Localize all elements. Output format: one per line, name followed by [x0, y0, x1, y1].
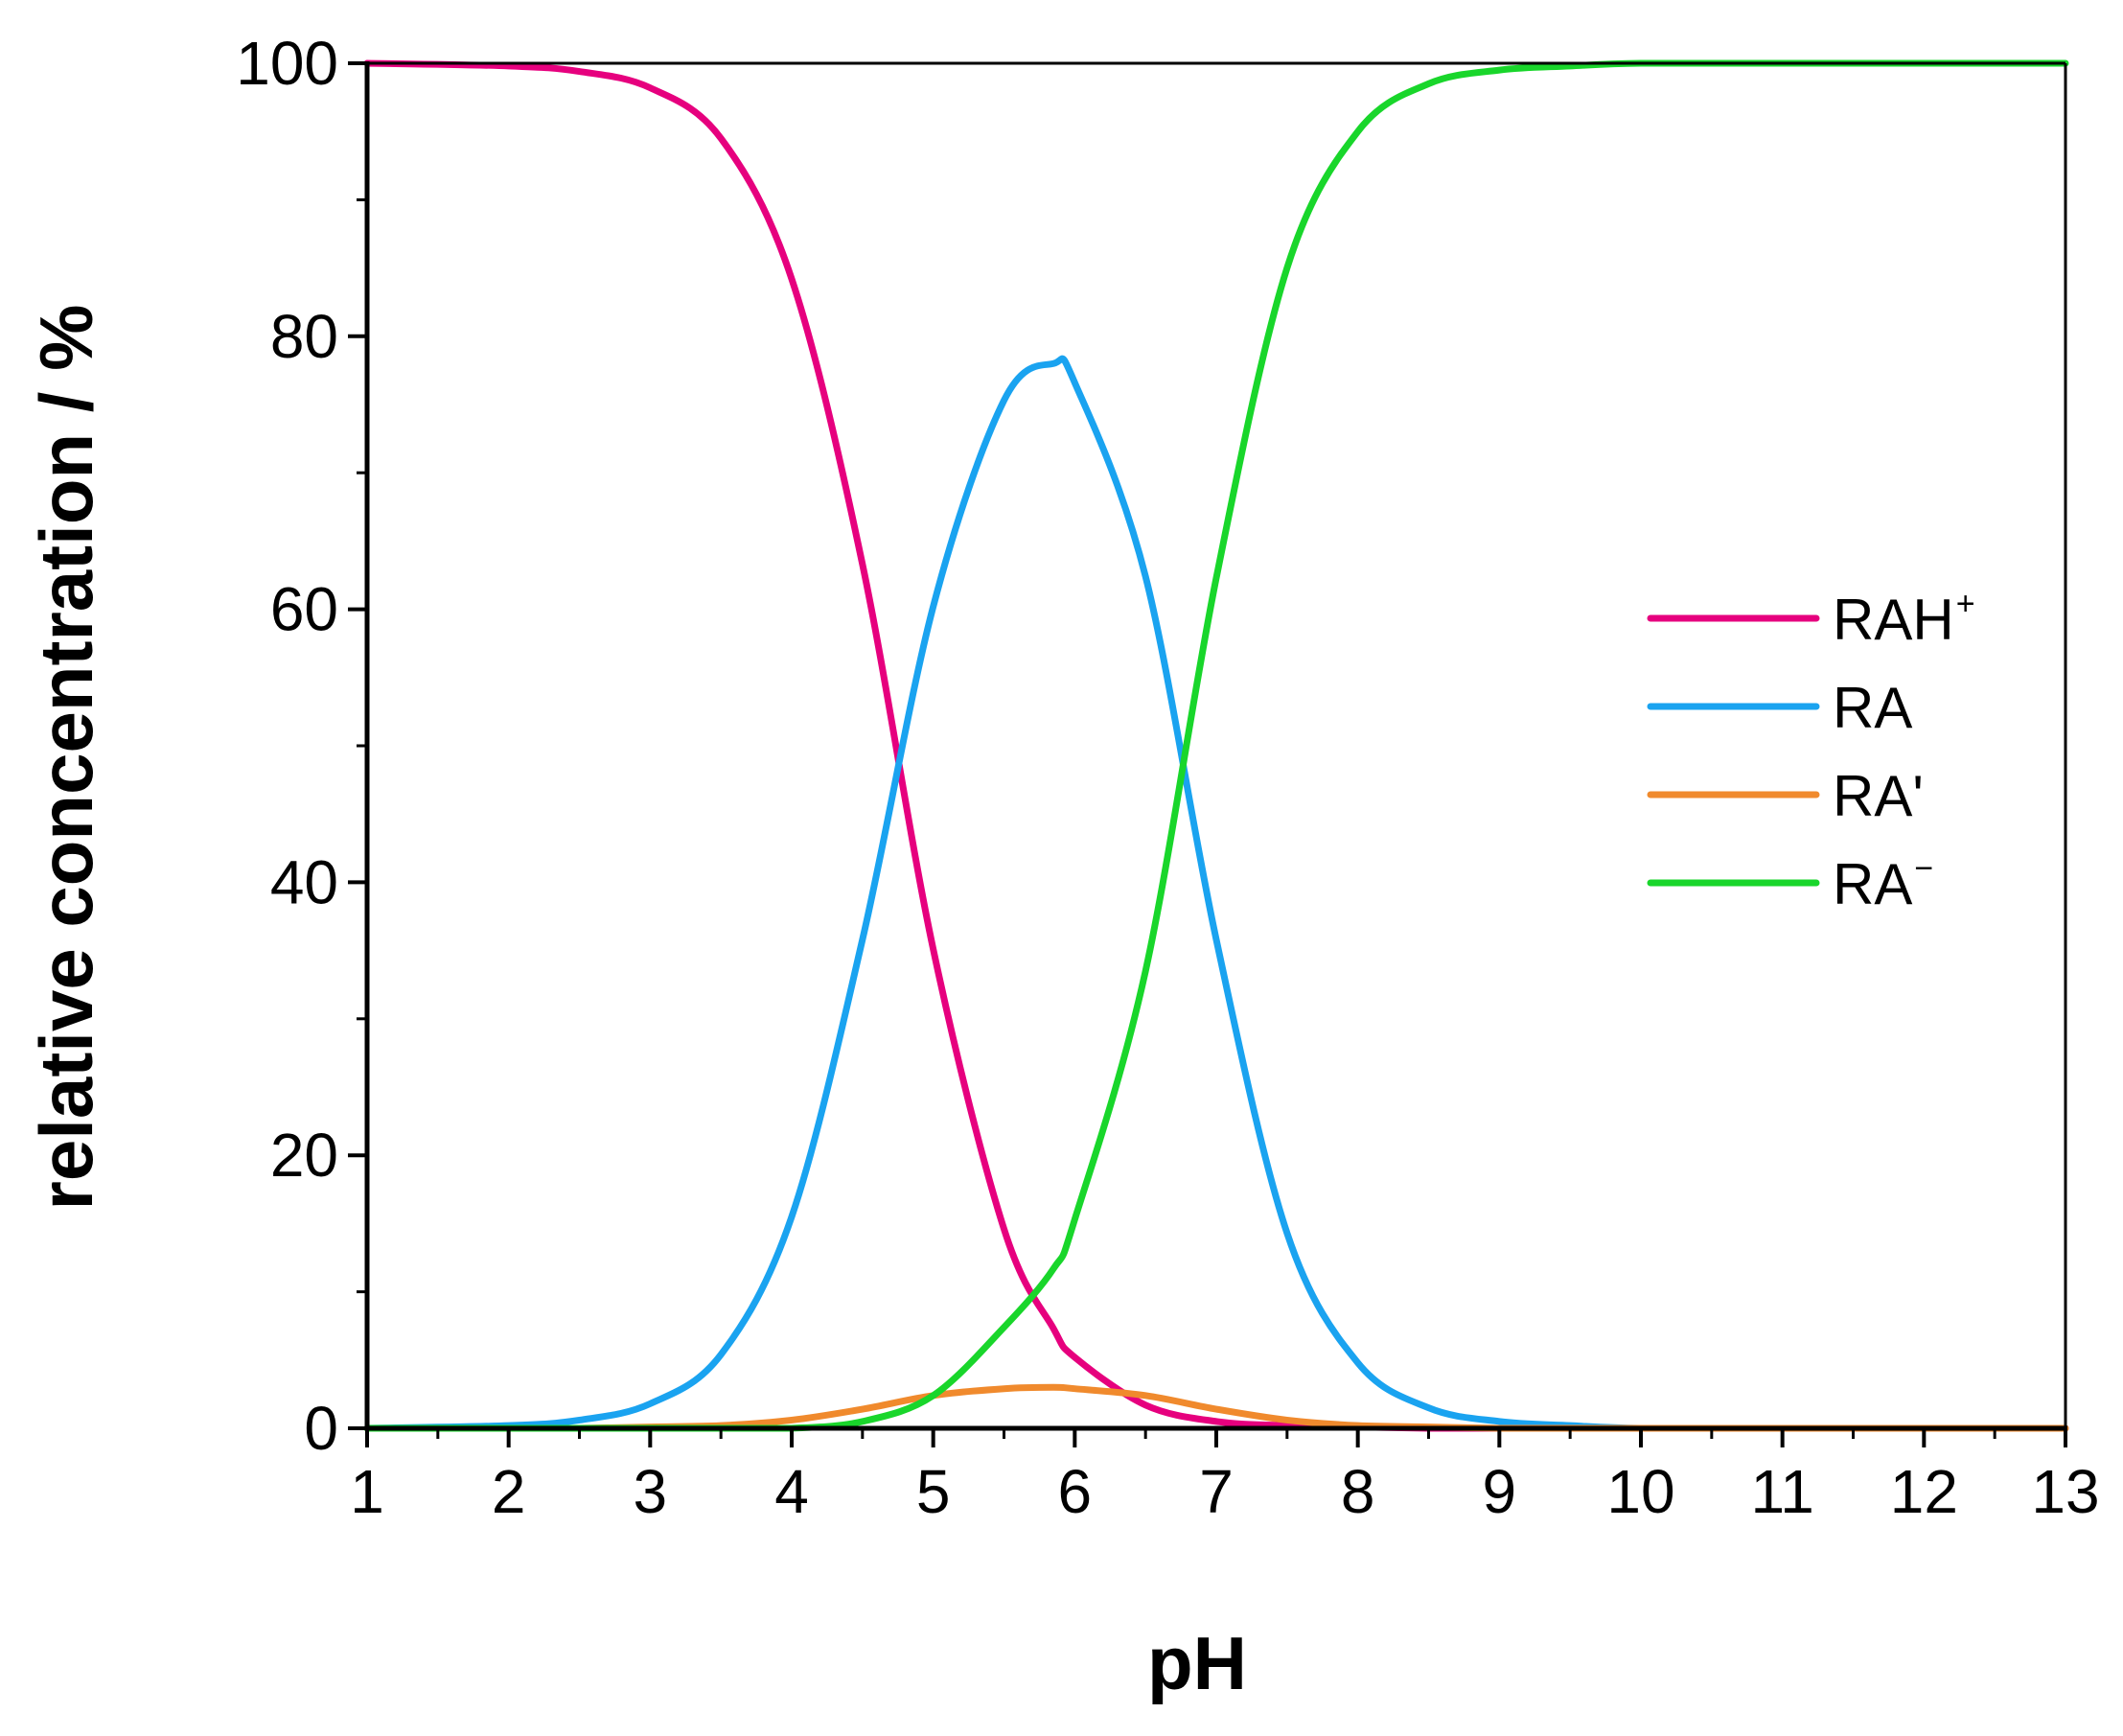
y-axis-title: relative concentration / %	[24, 305, 108, 1211]
legend-label-4: RA−	[1833, 850, 1933, 916]
x-tick-label: 4	[774, 1457, 809, 1526]
x-tick-label: 3	[634, 1457, 668, 1526]
x-tick-label: 13	[2031, 1457, 2099, 1526]
x-tick-label: 1	[350, 1457, 384, 1526]
y-tick-label: 100	[236, 29, 338, 98]
x-tick-label: 10	[1606, 1457, 1674, 1526]
x-tick-label: 2	[492, 1457, 526, 1526]
series-line-4	[363, 59, 2069, 1432]
series-line-2	[363, 355, 2069, 1432]
x-tick-label: 6	[1058, 1457, 1093, 1526]
legend-label-1: RAH+	[1833, 586, 1975, 652]
legend-label-2: RA	[1833, 676, 1912, 740]
legend: RAH+ RA RA' RA−	[1647, 586, 1975, 916]
x-tick-label: 11	[1750, 1457, 1813, 1526]
axis-labels: pH relative concentration / %	[24, 305, 1247, 1705]
y-tick-label: 60	[270, 575, 338, 644]
y-tick-label: 20	[270, 1121, 338, 1190]
x-tick-label: 9	[1483, 1457, 1517, 1526]
series-lines	[363, 59, 2069, 1432]
axes-frame	[364, 61, 2067, 1431]
y-tick-label: 40	[270, 847, 338, 916]
x-tick-label: 12	[1890, 1457, 1958, 1526]
y-tick-label: 0	[304, 1394, 338, 1463]
x-axis-title: pH	[1147, 1621, 1247, 1705]
x-tick-label: 5	[916, 1457, 951, 1526]
series-line-1	[363, 59, 2069, 1432]
x-tick-label: 8	[1341, 1457, 1375, 1526]
x-tick-label: 7	[1199, 1457, 1234, 1526]
legend-label-3: RA'	[1833, 764, 1924, 828]
y-tick-label: 80	[270, 302, 338, 371]
